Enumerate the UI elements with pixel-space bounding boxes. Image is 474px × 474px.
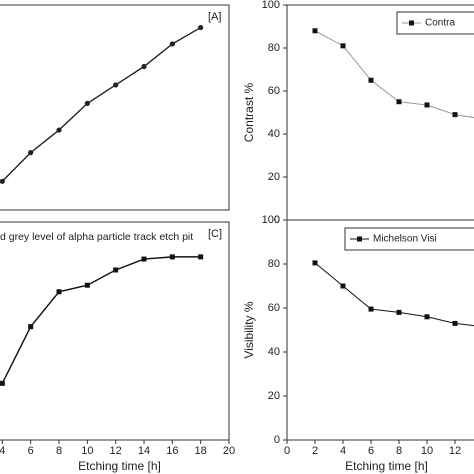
data-point <box>340 283 346 289</box>
y-tick-label: 80 <box>268 42 280 54</box>
legend-box <box>396 11 474 35</box>
data-point <box>28 324 34 330</box>
y-tick-label: 0 <box>274 214 280 226</box>
data-point <box>198 24 204 31</box>
legend-label: Contra <box>425 18 455 29</box>
x-tick-label: 0 <box>284 445 290 457</box>
series-line <box>314 30 474 119</box>
x-axis-label: Etching time [h] <box>78 459 161 473</box>
panel: 4 6 8 10 12 14 16 18 20 Etching time [h] [C] d grey… <box>0 221 235 473</box>
x-tick-label: 12 <box>110 445 122 457</box>
plot-frame <box>0 4 230 211</box>
series-line <box>1 256 201 384</box>
data-point <box>84 282 90 288</box>
x-tick-label: 6 <box>368 445 374 457</box>
panel: [A] <box>0 4 230 211</box>
x-tick-label: 4 <box>0 445 5 457</box>
data-point <box>169 41 175 47</box>
y-tick-label: 0 <box>274 434 280 446</box>
y-tick-label: 40 <box>268 346 280 358</box>
y-axis-label: Visibility % <box>242 301 256 358</box>
x-tick-label: 4 <box>340 445 346 457</box>
data-point <box>169 254 175 260</box>
y-tick-label: 80 <box>268 258 280 270</box>
plot-frame <box>0 221 230 441</box>
y-axis-label: Contrast % <box>242 82 256 142</box>
y-tick-label: 40 <box>268 128 280 140</box>
series-line <box>1 26 202 182</box>
x-tick-label: 10 <box>81 445 93 457</box>
data-point <box>368 306 374 312</box>
legend-marker <box>409 20 414 26</box>
x-tick-label: 6 <box>28 445 34 457</box>
data-point <box>56 289 62 295</box>
data-point <box>312 28 318 34</box>
y-tick-label: 60 <box>268 85 280 97</box>
x-tick-label: 12 <box>449 445 461 457</box>
data-point <box>452 320 458 326</box>
x-tick-label: 16 <box>166 445 178 457</box>
x-tick-label: 14 <box>138 445 150 457</box>
data-point <box>452 112 458 118</box>
plot-frame <box>286 4 474 221</box>
data-point <box>312 260 318 266</box>
data-point <box>113 82 119 88</box>
data-point <box>340 43 346 49</box>
x-tick-label: 18 <box>195 445 207 457</box>
y-tick-label: 100 <box>262 214 280 226</box>
data-point <box>28 150 34 156</box>
y-tick-label: 100 <box>262 0 280 11</box>
data-point <box>424 102 430 108</box>
data-point <box>424 314 430 320</box>
data-point <box>141 63 147 70</box>
panel-title: d grey level of alpha particle track etc… <box>0 231 193 243</box>
data-point <box>396 309 402 315</box>
x-tick-label: 8 <box>56 445 62 457</box>
legend-label: Michelson Visi <box>373 234 437 245</box>
panel-label: [A] <box>208 11 221 23</box>
legend-marker <box>357 236 362 242</box>
legend-box <box>344 227 474 251</box>
data-point <box>113 267 119 273</box>
data-point <box>396 99 402 105</box>
data-point <box>56 127 62 133</box>
data-point <box>0 380 5 386</box>
data-point <box>0 178 5 184</box>
data-point <box>141 256 147 262</box>
x-tick-label: 2 <box>312 445 318 457</box>
data-point <box>198 254 204 260</box>
x-axis-label: Etching time [h] <box>345 459 428 473</box>
series-line <box>314 262 474 327</box>
y-tick-label: 20 <box>268 390 280 402</box>
y-tick-label: 20 <box>268 171 280 183</box>
panel-label: [C] <box>208 228 222 240</box>
x-tick-label: 8 <box>396 445 402 457</box>
data-point <box>84 100 90 106</box>
plot-frame <box>286 219 474 441</box>
y-tick-label: 60 <box>268 302 280 314</box>
data-point <box>368 77 374 83</box>
x-tick-label: 10 <box>421 445 433 457</box>
x-tick-label: 20 <box>223 445 235 457</box>
panel: 0 20 40 60 80 100 Contrast % Contra <box>242 0 474 226</box>
